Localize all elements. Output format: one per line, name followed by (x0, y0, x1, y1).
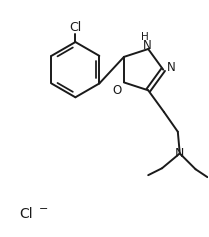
Text: N: N (175, 147, 185, 160)
Text: N: N (167, 61, 176, 74)
Text: Cl: Cl (69, 21, 82, 34)
Text: −: − (39, 204, 48, 214)
Text: O: O (112, 84, 122, 97)
Text: N: N (143, 39, 152, 52)
Text: Cl: Cl (19, 207, 33, 221)
Text: H: H (141, 32, 149, 42)
